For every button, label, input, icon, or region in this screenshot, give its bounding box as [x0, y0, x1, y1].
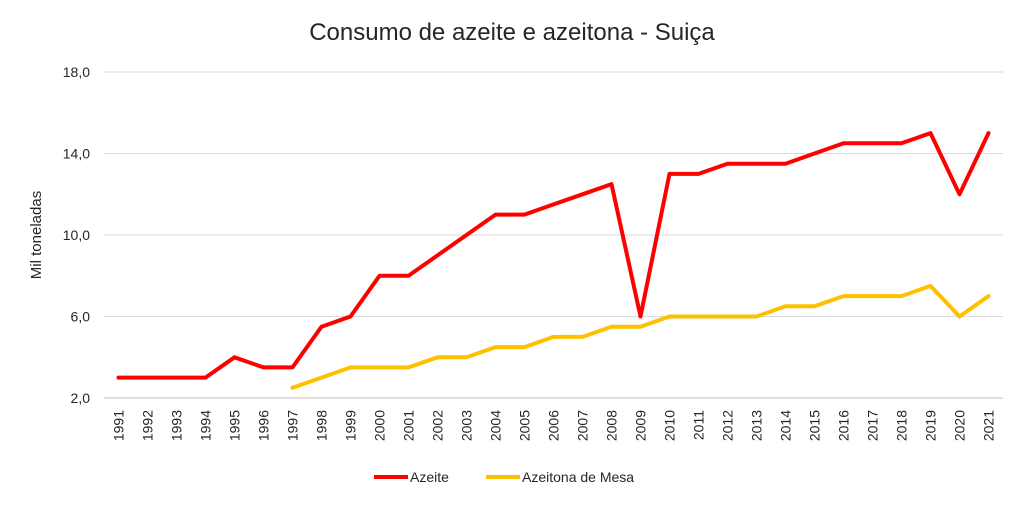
- x-tick-label: 2000: [372, 410, 388, 441]
- x-tick-label: 2004: [488, 410, 504, 441]
- x-tick-label: 1993: [169, 410, 185, 441]
- x-tick-label: 2001: [401, 410, 417, 441]
- legend-label: Azeitona de Mesa: [522, 469, 634, 485]
- x-tick-label: 2010: [662, 410, 678, 441]
- x-tick-label: 2018: [894, 410, 910, 441]
- x-tick-label: 2020: [952, 410, 968, 441]
- x-tick-label: 1999: [343, 410, 359, 441]
- x-tick-label: 2007: [575, 410, 591, 441]
- x-tick-label: 2011: [691, 410, 707, 440]
- y-tick-label: 6,0: [71, 309, 91, 325]
- x-tick-label: 2019: [923, 410, 939, 441]
- x-tick-label: 2021: [981, 410, 997, 441]
- series-line-azeitona-de-mesa: [290, 283, 991, 390]
- x-tick-label: 2015: [807, 410, 823, 441]
- legend: Azeite Azeitona de Mesa: [374, 469, 634, 485]
- x-tick-label: 2012: [720, 410, 736, 441]
- x-tick-label: 2009: [633, 410, 649, 441]
- y-tick-label: 2,0: [71, 390, 91, 406]
- x-tick-label: 2002: [430, 410, 446, 441]
- x-tick-label: 1997: [285, 410, 301, 441]
- y-tick-label: 14,0: [63, 146, 90, 162]
- series-line-azeite: [116, 131, 991, 380]
- x-tick-label: 2013: [749, 410, 765, 441]
- x-tick-label: 2003: [459, 410, 475, 441]
- x-tick-label: 1998: [314, 410, 330, 441]
- x-axis-ticks: 1991 1992 1993 1994 1995 1996 1997 1998 1999 2000…: [111, 410, 997, 441]
- x-tick-label: 2005: [517, 410, 533, 441]
- x-tick-label: 1992: [140, 410, 156, 441]
- y-axis-ticks: 2,0 6,0 10,0 14,0 18,0: [63, 64, 90, 406]
- y-tick-label: 10,0: [63, 227, 90, 243]
- x-tick-label: 1996: [256, 410, 272, 441]
- series-lines: [116, 131, 991, 390]
- x-tick-label: 1995: [227, 410, 243, 441]
- gridlines: [104, 71, 1003, 399]
- chart-title: Consumo de azeite e azeitona - Suiça: [309, 19, 715, 46]
- legend-label: Azeite: [410, 469, 449, 485]
- x-tick-label: 2017: [865, 410, 881, 441]
- y-tick-label: 18,0: [63, 64, 90, 80]
- x-tick-label: 2014: [778, 410, 794, 441]
- x-tick-label: 1991: [111, 410, 127, 441]
- x-tick-label: 2016: [836, 410, 852, 441]
- y-axis-label: Mil toneladas: [28, 191, 45, 279]
- x-tick-label: 2006: [546, 410, 562, 441]
- x-tick-label: 2008: [604, 410, 620, 441]
- x-tick-label: 1994: [198, 410, 214, 441]
